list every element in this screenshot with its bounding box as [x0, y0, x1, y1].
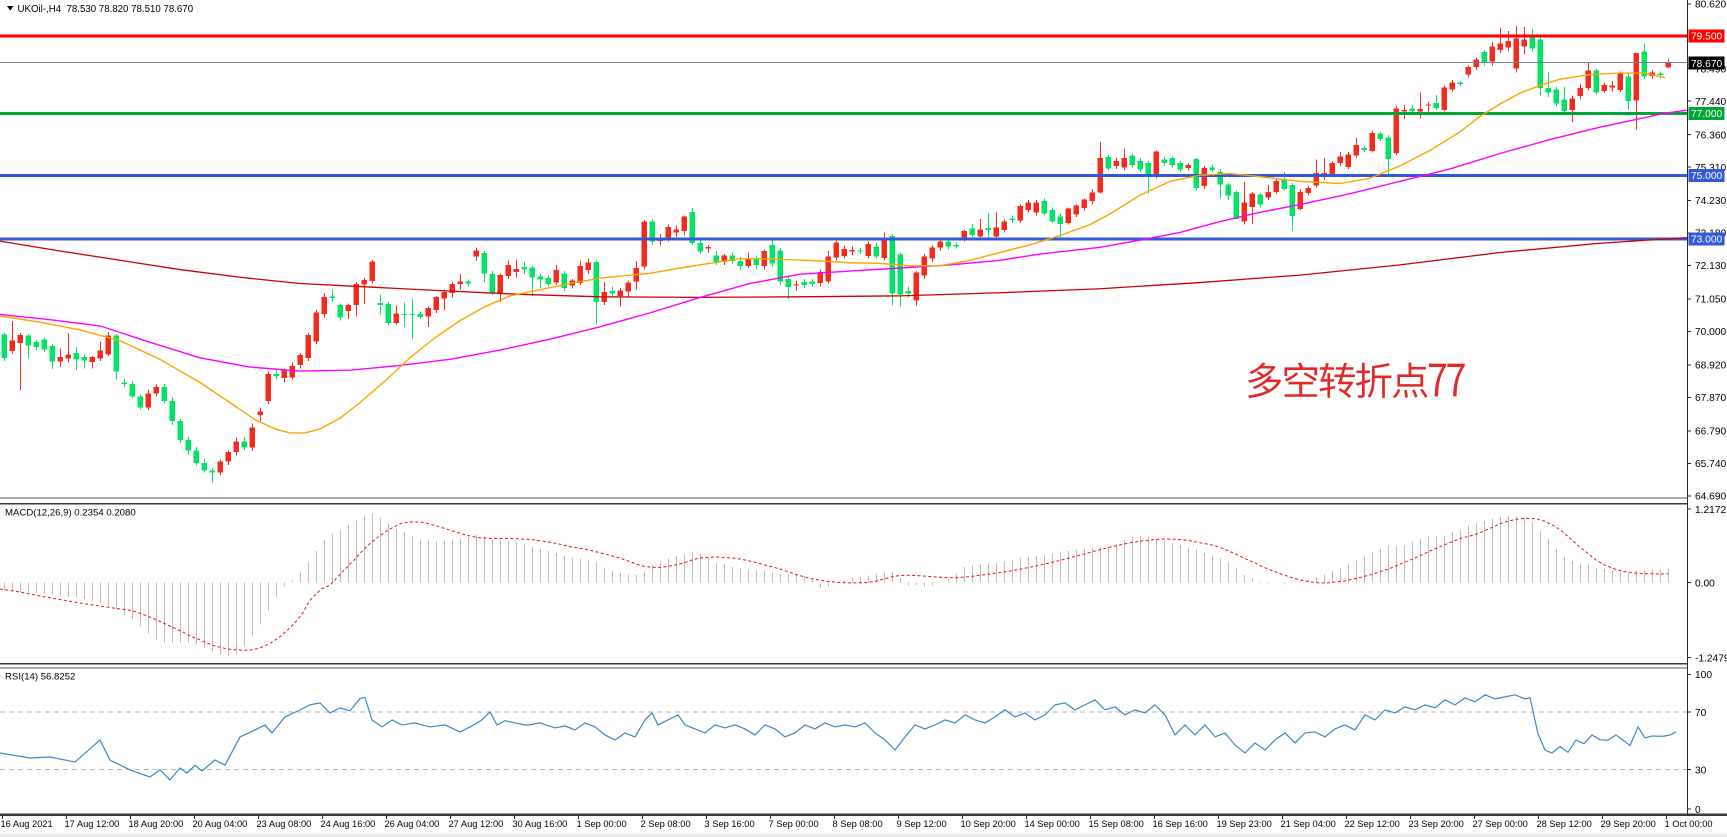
svg-text:23 Aug 08:00: 23 Aug 08:00	[257, 819, 312, 829]
svg-text:67.870: 67.870	[1695, 393, 1726, 404]
svg-text:27 Aug 12:00: 27 Aug 12:00	[449, 819, 504, 829]
svg-text:80.620: 80.620	[1695, 0, 1726, 11]
svg-text:77.000: 77.000	[1691, 109, 1722, 120]
svg-text:14 Sep 00:00: 14 Sep 00:00	[1025, 819, 1080, 829]
svg-text:73.000: 73.000	[1691, 235, 1722, 246]
svg-text:MACD(12,26,9) 0.2354 0.2080: MACD(12,26,9) 0.2354 0.2080	[5, 508, 136, 519]
svg-text:26 Aug 04:00: 26 Aug 04:00	[385, 819, 440, 829]
svg-text:29 Sep 20:00: 29 Sep 20:00	[1601, 819, 1656, 829]
svg-text:16 Sep 16:00: 16 Sep 16:00	[1153, 819, 1208, 829]
svg-text:8 Sep 08:00: 8 Sep 08:00	[833, 819, 883, 829]
svg-text:70.000: 70.000	[1695, 327, 1726, 338]
svg-text:2 Sep 08:00: 2 Sep 08:00	[641, 819, 691, 829]
svg-text:76.360: 76.360	[1695, 130, 1726, 141]
svg-text:30: 30	[1695, 765, 1707, 776]
svg-text:RSI(14) 56.8252: RSI(14) 56.8252	[5, 672, 75, 683]
svg-text:0.00: 0.00	[1695, 578, 1715, 589]
svg-text:UKOil-,H4 78.530 78.820 78.51: UKOil-,H4 78.530 78.820 78.510 78.670	[18, 4, 194, 15]
svg-text:24 Aug 16:00: 24 Aug 16:00	[321, 819, 376, 829]
svg-text:10 Sep 20:00: 10 Sep 20:00	[961, 819, 1016, 829]
svg-text:100: 100	[1695, 670, 1712, 681]
svg-text:21 Sep 04:00: 21 Sep 04:00	[1281, 819, 1336, 829]
svg-text:16 Aug 2021: 16 Aug 2021	[1, 819, 53, 829]
svg-text:-1.2479: -1.2479	[1695, 653, 1727, 664]
svg-text:27 Sep 00:00: 27 Sep 00:00	[1473, 819, 1528, 829]
svg-text:18 Aug 20:00: 18 Aug 20:00	[129, 819, 184, 829]
svg-text:1 Oct 00:00: 1 Oct 00:00	[1665, 819, 1713, 829]
svg-text:15 Sep 08:00: 15 Sep 08:00	[1089, 819, 1144, 829]
svg-text:1.2172: 1.2172	[1695, 505, 1726, 516]
svg-text:74.230: 74.230	[1695, 196, 1726, 207]
svg-text:22 Sep 12:00: 22 Sep 12:00	[1345, 819, 1400, 829]
svg-text:72.130: 72.130	[1695, 261, 1726, 272]
svg-text:75.000: 75.000	[1691, 171, 1722, 182]
svg-text:19 Sep 23:00: 19 Sep 23:00	[1217, 819, 1272, 829]
svg-text:1 Sep 00:00: 1 Sep 00:00	[577, 819, 627, 829]
svg-text:23 Sep 20:00: 23 Sep 20:00	[1409, 819, 1464, 829]
svg-text:70: 70	[1695, 708, 1707, 719]
svg-text:79.500: 79.500	[1691, 32, 1722, 43]
svg-text:75.310: 75.310	[1695, 163, 1726, 174]
svg-text:77.440: 77.440	[1695, 97, 1726, 108]
svg-text:78.670: 78.670	[1691, 59, 1722, 70]
svg-text:7 Sep 00:00: 7 Sep 00:00	[769, 819, 819, 829]
svg-text:78.490: 78.490	[1695, 64, 1726, 75]
svg-text:71.050: 71.050	[1695, 295, 1726, 306]
svg-text:64.690: 64.690	[1695, 491, 1726, 502]
svg-text:9 Sep 12:00: 9 Sep 12:00	[897, 819, 947, 829]
svg-text:68.920: 68.920	[1695, 361, 1726, 372]
svg-text:30 Aug 16:00: 30 Aug 16:00	[513, 819, 568, 829]
svg-text:17 Aug 12:00: 17 Aug 12:00	[65, 819, 120, 829]
svg-text:20 Aug 04:00: 20 Aug 04:00	[193, 819, 248, 829]
svg-text:3 Sep 16:00: 3 Sep 16:00	[705, 819, 755, 829]
svg-text:65.740: 65.740	[1695, 459, 1726, 470]
svg-text:0: 0	[1695, 805, 1701, 816]
svg-text:66.790: 66.790	[1695, 427, 1726, 438]
svg-text:28 Sep 12:00: 28 Sep 12:00	[1537, 819, 1592, 829]
